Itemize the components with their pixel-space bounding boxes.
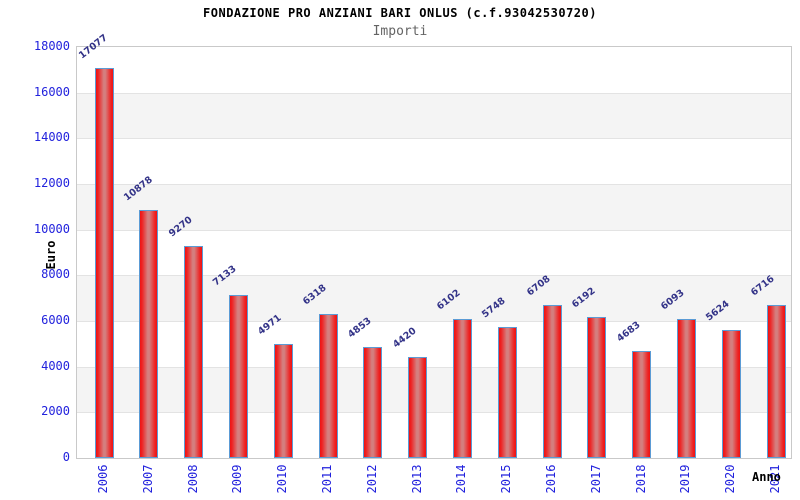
x-axis-title: Anno — [752, 470, 781, 484]
bar-2008 — [184, 246, 204, 458]
plot-background-stripe — [77, 92, 791, 139]
gridline — [77, 92, 791, 94]
x-tick-label-2017: 2017 — [588, 464, 603, 494]
gridline — [77, 184, 791, 185]
y-tick-label: 16000 — [33, 84, 70, 99]
x-tick-label-2006: 2006 — [96, 464, 110, 494]
gridline — [77, 366, 791, 368]
chart-subtitle: Importi — [372, 24, 428, 39]
bar-2017 — [587, 317, 607, 458]
gridline — [77, 275, 791, 277]
bar-2016 — [542, 305, 562, 458]
x-tick-label-2011: 2011 — [320, 464, 334, 494]
gridline — [77, 321, 791, 322]
bar-2018 — [632, 351, 652, 458]
chart-title: FONDAZIONE PRO ANZIANI BARI ONLUS (c.f.9… — [203, 6, 597, 20]
bar-2013 — [408, 357, 428, 458]
x-tick-label-2015: 2015 — [499, 464, 514, 494]
y-tick-label: 4000 — [41, 358, 70, 373]
bar-2011 — [318, 314, 338, 458]
bar-2019 — [676, 319, 696, 458]
bar-2020 — [721, 330, 741, 458]
x-tick-label-2019: 2019 — [678, 464, 693, 494]
y-tick-label: 12000 — [33, 176, 70, 190]
bar-2015 — [497, 327, 517, 458]
gridline — [77, 138, 791, 140]
x-tick-label-2010: 2010 — [275, 464, 290, 494]
x-tick-label-2018: 2018 — [633, 464, 648, 494]
x-tick-label-2007: 2007 — [140, 464, 155, 494]
gridline — [77, 229, 791, 231]
chart-plot-area — [76, 46, 792, 459]
x-tick-label-2020: 2020 — [723, 464, 738, 494]
y-tick-label: 6000 — [41, 313, 70, 327]
y-tick-label: 10000 — [33, 221, 70, 236]
bar-2010 — [273, 344, 293, 458]
bar-2007 — [139, 210, 159, 458]
y-tick-label: 8000 — [41, 267, 70, 282]
y-tick-label: 0 — [62, 450, 70, 464]
y-tick-label: 18000 — [33, 39, 70, 53]
bar-2006 — [94, 68, 114, 458]
x-tick-label-2014: 2014 — [454, 464, 469, 494]
x-tick-label-2016: 2016 — [544, 464, 558, 494]
x-tick-label-2008: 2008 — [185, 464, 200, 494]
bar-2009 — [228, 295, 248, 458]
x-tick-label-2009: 2009 — [230, 464, 245, 494]
x-tick-label-2013: 2013 — [409, 464, 424, 494]
plot-background-stripe — [77, 184, 791, 230]
y-tick-label: 2000 — [41, 404, 70, 419]
gridline — [77, 412, 791, 414]
y-tick-label: 14000 — [33, 130, 70, 145]
plot-background-stripe — [77, 138, 791, 184]
bar-2012 — [363, 347, 383, 458]
plot-background-stripe — [77, 47, 791, 93]
bar-2021 — [766, 305, 786, 458]
x-tick-label-2012: 2012 — [364, 464, 379, 494]
bar-2014 — [452, 319, 472, 458]
